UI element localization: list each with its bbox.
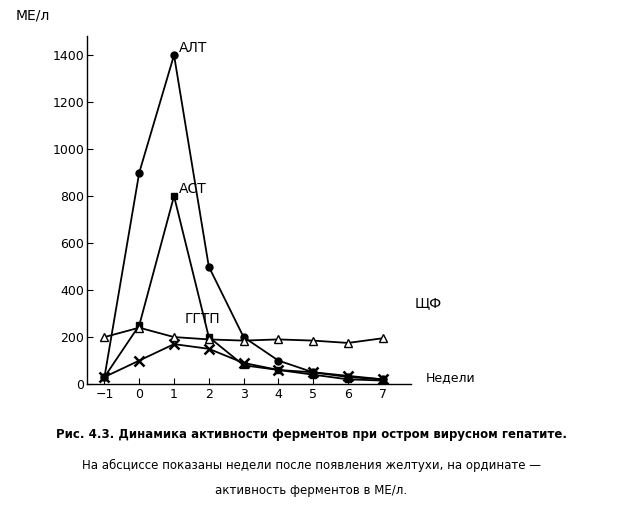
Text: Рис. 4.3. Динамика активности ферментов при остром вирусном гепатите.: Рис. 4.3. Динамика активности ферментов …	[55, 428, 567, 441]
Text: На абсциссе показаны недели после появления желтухи, на ординате —: На абсциссе показаны недели после появле…	[81, 459, 541, 472]
Text: АЛТ: АЛТ	[179, 41, 208, 55]
Text: ГГТП: ГГТП	[185, 312, 220, 326]
Text: Недели: Недели	[426, 371, 476, 384]
Text: АСТ: АСТ	[179, 182, 207, 196]
Text: активность ферментов в МЕ/л.: активность ферментов в МЕ/л.	[215, 484, 407, 497]
Text: МЕ/л: МЕ/л	[16, 8, 50, 22]
Text: ЩФ: ЩФ	[415, 297, 442, 310]
